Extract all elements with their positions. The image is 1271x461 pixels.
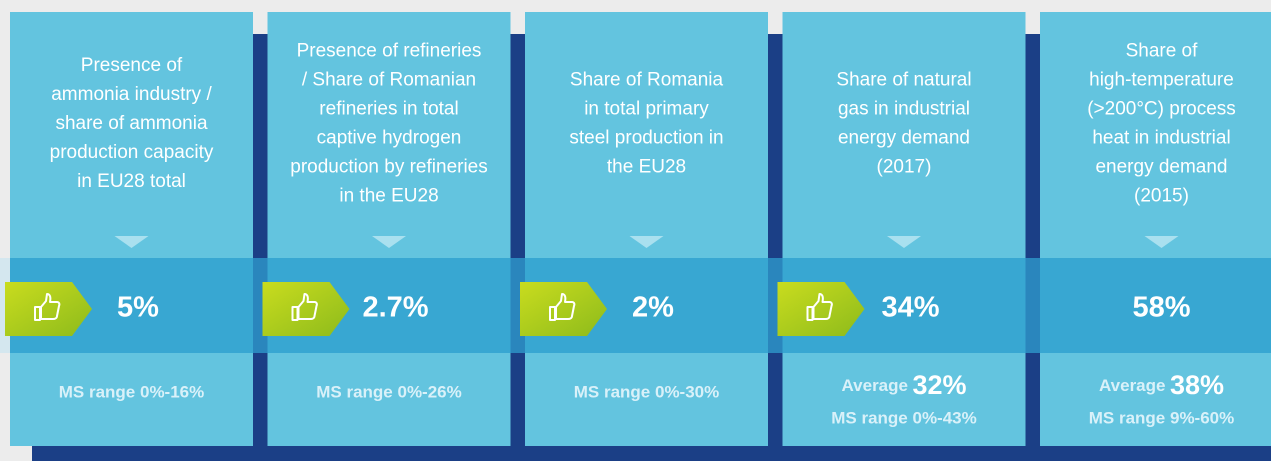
- thumb-icon: [34, 293, 61, 321]
- arrow: [629, 236, 664, 248]
- card-description: production by refineries: [290, 157, 488, 178]
- card-description: in the EU28: [339, 186, 438, 207]
- card: Share of Romania in total primary steel pr…: [520, 12, 768, 446]
- card-band: [1040, 258, 1271, 353]
- card-description: / Share of Romanian: [302, 70, 476, 91]
- card-description: in total primary: [584, 99, 709, 120]
- thumb-icon: [549, 293, 576, 321]
- thumb-badge: [777, 282, 865, 336]
- card-range: MS range 0%-30%: [574, 382, 720, 401]
- card-description: refineries in total: [319, 99, 458, 120]
- card-description: Share of natural: [836, 70, 971, 91]
- card-description: the EU28: [607, 157, 686, 178]
- card-body: [782, 12, 1026, 446]
- card-range: MS range 0%-16%: [59, 382, 205, 401]
- card-range: MS range 0%-43%: [831, 408, 977, 427]
- thumb-badge: [520, 282, 607, 336]
- arrow: [887, 236, 921, 248]
- average-value: 32%: [912, 370, 966, 400]
- card-description: high-temperature: [1089, 70, 1234, 91]
- card-description: gas in industrial: [838, 99, 970, 120]
- card-average: Average 38%: [1099, 370, 1224, 400]
- card: Share of high-temperature (>200°C) process…: [1040, 12, 1271, 446]
- thumb-badge: [262, 282, 350, 336]
- card-description: (>200°C) process: [1087, 99, 1236, 120]
- card-value: 2.7%: [362, 292, 428, 324]
- card-description: (2015): [1134, 186, 1189, 207]
- card-description: captive hydrogen: [317, 128, 462, 149]
- average-label: Average: [842, 376, 908, 395]
- card-body: [267, 12, 511, 446]
- card-range: MS range 0%-26%: [316, 382, 462, 401]
- cards: Presence of ammonia industry / share of am…: [5, 12, 1271, 446]
- card: Presence of ammonia industry / share of am…: [5, 12, 253, 446]
- card-description: Share of: [1126, 41, 1199, 62]
- card-value: 2%: [632, 292, 674, 324]
- card-body: [10, 12, 253, 446]
- card-body: [525, 12, 768, 446]
- average-value: 38%: [1170, 370, 1224, 400]
- card: Share of natural gas in industrial energy …: [777, 12, 1026, 446]
- card-value: 5%: [117, 292, 159, 324]
- card-range: MS range 9%-60%: [1089, 408, 1235, 427]
- card-description: steel production in: [569, 128, 723, 149]
- arrow: [114, 236, 149, 248]
- card-description: Presence of refineries: [297, 41, 482, 62]
- card-description: Presence of: [81, 55, 183, 76]
- card-description: production capacity: [50, 142, 214, 163]
- card-body: [1040, 12, 1271, 446]
- average-label: Average: [1099, 376, 1165, 395]
- thumb-icon: [291, 293, 318, 321]
- card-value: 34%: [881, 292, 939, 324]
- card-value: 58%: [1132, 292, 1190, 324]
- card-description: ammonia industry /: [51, 84, 212, 105]
- thumb-badge: [5, 282, 92, 336]
- card-description: Share of Romania: [570, 70, 724, 91]
- arrow: [372, 236, 406, 248]
- card-average: Average 32%: [842, 370, 967, 400]
- card: Presence of refineries / Share of Romania…: [262, 12, 511, 446]
- card-description: heat in industrial: [1092, 128, 1230, 149]
- arrow: [1144, 236, 1179, 248]
- card-description: energy demand: [838, 128, 970, 149]
- card-description: (2017): [877, 157, 932, 178]
- card-description: in EU28 total: [77, 171, 186, 192]
- thumb-icon: [806, 293, 833, 321]
- card-description: energy demand: [1095, 157, 1227, 178]
- card-description: share of ammonia: [55, 113, 208, 134]
